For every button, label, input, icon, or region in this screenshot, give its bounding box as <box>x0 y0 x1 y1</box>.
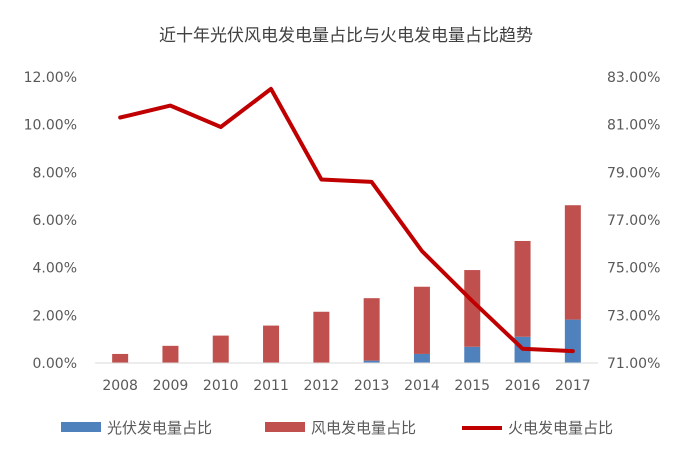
y-left-tick-label: 8.00% <box>33 165 77 181</box>
bar-wind <box>514 240 531 337</box>
y-right-tick-label: 83.00% <box>607 70 660 86</box>
x-tick-label: 2010 <box>203 378 239 394</box>
legend-label-thermal: 火电发电量占比 <box>508 419 613 437</box>
line-thermal <box>118 86 575 354</box>
y-left-tick-label: 10.00% <box>24 118 77 134</box>
legend-swatch-solar <box>61 422 101 432</box>
legend-swatch-wind <box>265 422 305 432</box>
y-left-tick-label: 2.00% <box>33 308 77 324</box>
x-tick-label: 2008 <box>102 378 138 394</box>
y-right-tick-label: 75.00% <box>607 261 660 277</box>
y-left-tick-label: 4.00% <box>33 261 77 277</box>
y-right-tick-label: 79.00% <box>607 165 660 181</box>
x-tick-label: 2009 <box>153 378 189 394</box>
bar-wind <box>464 270 481 347</box>
x-tick-label: 2017 <box>555 378 591 394</box>
axis-layer: 0.00% 2.00% 4.00% 6.00% 8.00% 10.00% 12.00% 71.… <box>24 70 661 394</box>
bar-wind <box>162 345 179 363</box>
bar-wind <box>363 298 380 361</box>
y-right-tick-label: 71.00% <box>607 356 660 372</box>
x-tick-label: 2012 <box>304 378 340 394</box>
x-tick-label: 2011 <box>253 378 289 394</box>
bar-solar <box>363 360 380 363</box>
y-left-tick-label: 6.00% <box>33 213 77 229</box>
bars-layer <box>112 205 581 363</box>
legend-label-wind: 风电发电量占比 <box>311 419 416 437</box>
bar-wind <box>564 205 581 320</box>
bar-wind <box>313 311 330 363</box>
x-tick-label: 2016 <box>505 378 541 394</box>
bar-solar <box>564 319 581 363</box>
chart-title: 近十年光伏风电发电量占比与火电发电量占比趋势 <box>159 26 533 46</box>
bar-wind <box>112 353 129 363</box>
y-right-tick-label: 81.00% <box>607 118 660 134</box>
legend-label-solar: 光伏发电量占比 <box>107 419 212 437</box>
bar-wind <box>263 325 280 363</box>
bar-solar <box>464 346 481 363</box>
line-layer <box>118 86 575 354</box>
x-tick-label: 2014 <box>404 378 440 394</box>
bar-wind <box>212 335 229 363</box>
y-right-tick-label: 77.00% <box>607 213 660 229</box>
y-left-tick-label: 0.00% <box>33 356 77 372</box>
y-left-tick-label: 12.00% <box>24 70 77 86</box>
bar-wind <box>413 286 430 354</box>
x-tick-label: 2015 <box>454 378 490 394</box>
y-right-tick-label: 73.00% <box>607 308 660 324</box>
legend: 光伏发电量占比 风电发电量占比 火电发电量占比 <box>61 419 613 437</box>
x-tick-label: 2013 <box>354 378 390 394</box>
bar-solar <box>413 353 430 363</box>
